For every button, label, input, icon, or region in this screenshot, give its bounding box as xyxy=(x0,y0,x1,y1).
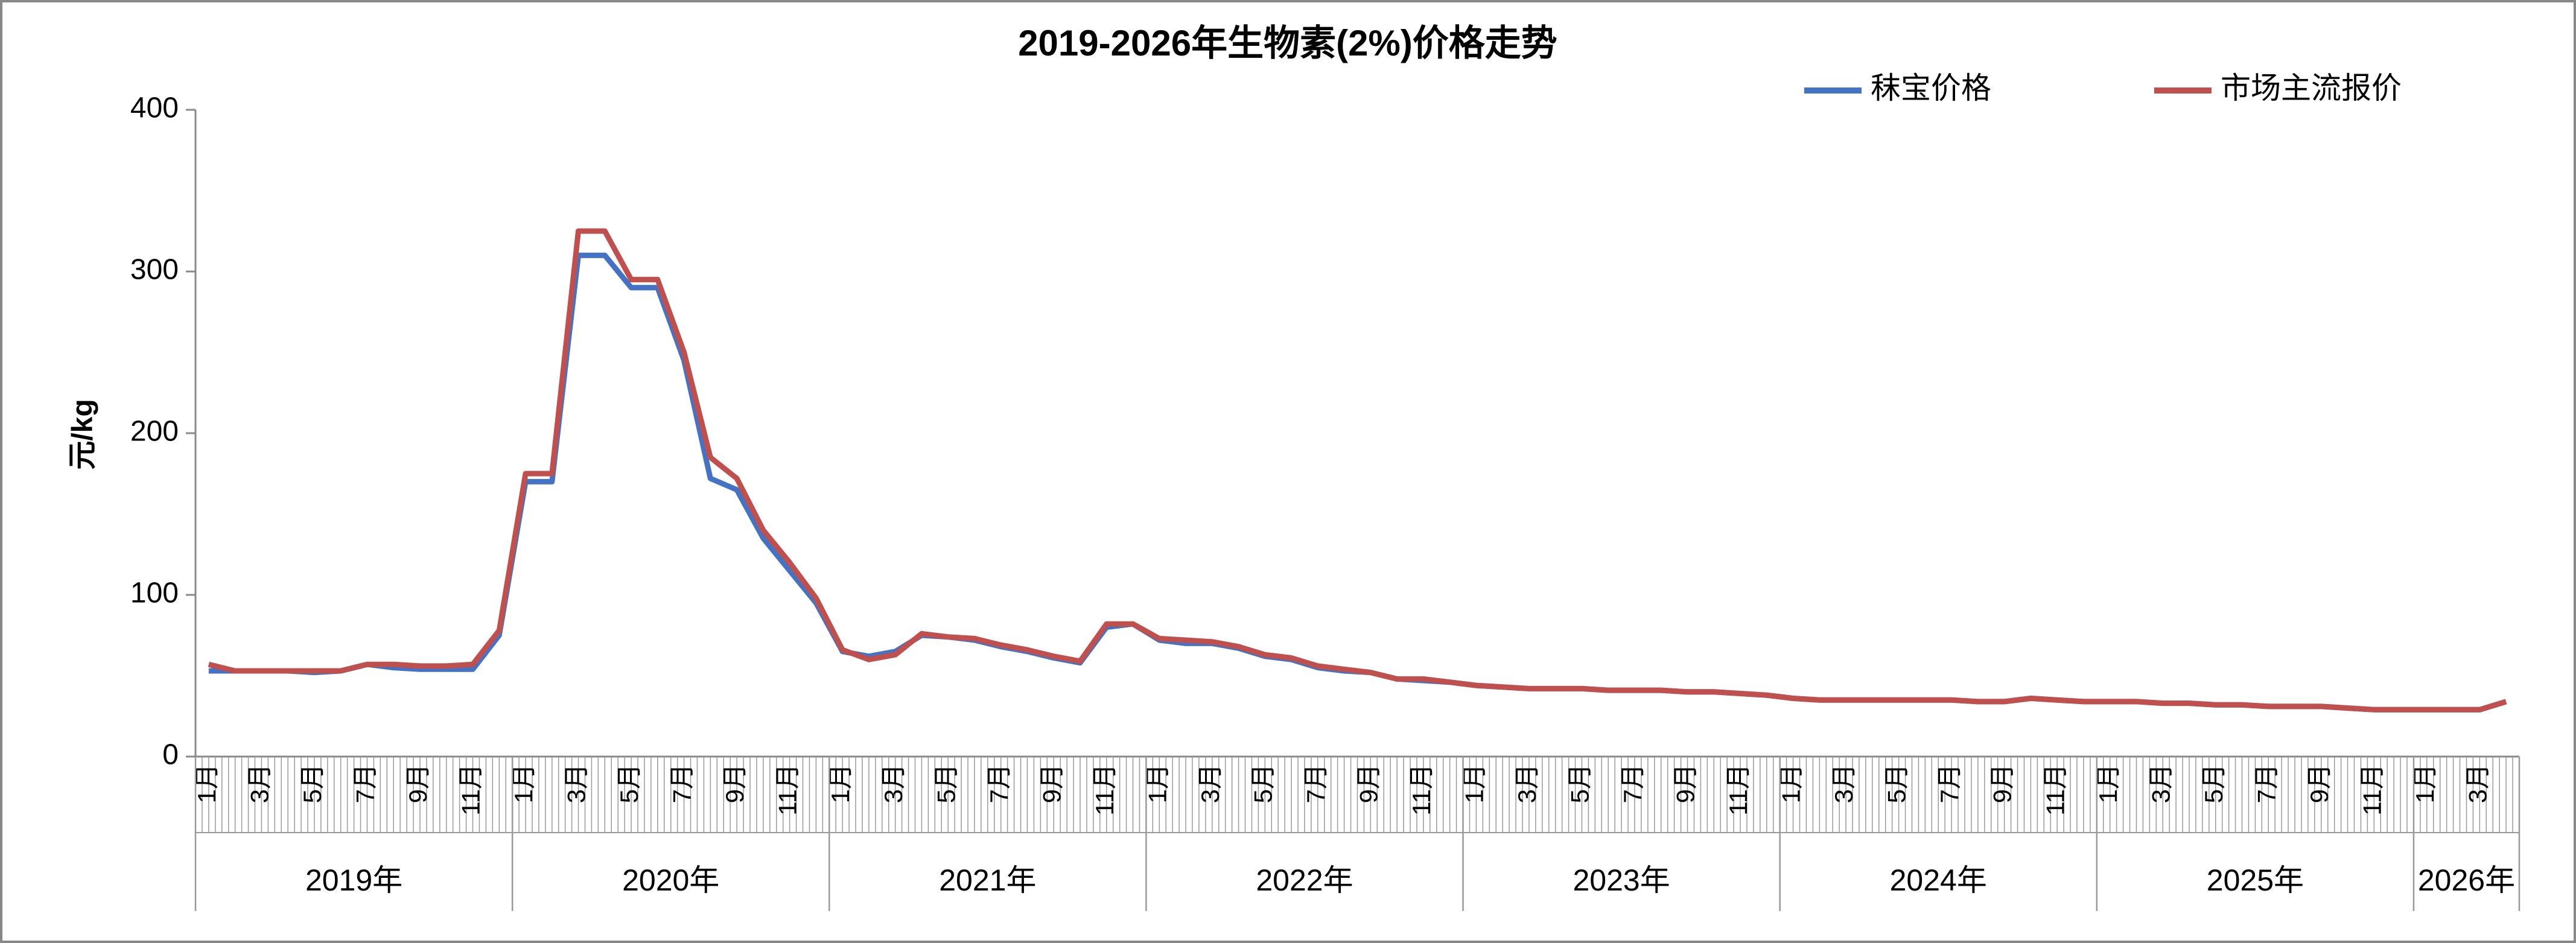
x-tick-label: 9月 xyxy=(1988,764,2017,803)
x-tick-label: 7月 xyxy=(1618,764,1647,803)
y-tick-label: 200 xyxy=(130,416,179,448)
x-tick-label: 3月 xyxy=(1196,764,1224,803)
legend-label: 市场主流报价 xyxy=(2221,71,2402,105)
x-tick-label: 3月 xyxy=(1830,764,1858,803)
year-label: 2019年 xyxy=(305,863,402,897)
x-tick-label: 9月 xyxy=(1354,764,1382,803)
x-tick-label: 7月 xyxy=(351,764,380,803)
x-tick-label: 11月 xyxy=(1090,764,1119,816)
x-tick-label: 11月 xyxy=(457,764,485,816)
x-tick-label: 11月 xyxy=(774,764,802,816)
y-axis-label: 元/kg xyxy=(67,399,99,469)
x-tick-label: 3月 xyxy=(1513,764,1541,803)
year-label: 2024年 xyxy=(1890,863,1987,897)
x-tick-label: 11月 xyxy=(2041,764,2069,816)
y-tick-label: 0 xyxy=(162,739,179,771)
x-tick-label: 1月 xyxy=(2411,764,2439,803)
x-tick-label: 5月 xyxy=(615,764,643,803)
x-tick-label: 7月 xyxy=(985,764,1013,803)
x-tick-label: 5月 xyxy=(1883,764,1911,803)
series-line xyxy=(208,228,2507,713)
x-tick-label: 1月 xyxy=(1143,764,1171,803)
x-tick-label: 9月 xyxy=(1671,764,1700,803)
x-tick-label: 11月 xyxy=(1724,764,1752,816)
x-tick-label: 1月 xyxy=(826,764,854,803)
year-label: 2021年 xyxy=(939,863,1036,897)
y-tick-label: 400 xyxy=(130,92,179,124)
x-tick-label: 5月 xyxy=(932,764,960,803)
year-label: 2020年 xyxy=(622,863,719,897)
x-tick-label: 7月 xyxy=(1302,764,1330,803)
y-tick-label: 100 xyxy=(130,577,179,609)
chart-title: 2019-2026年生物素(2%)价格走势 xyxy=(1018,23,1557,63)
year-label: 2025年 xyxy=(2207,863,2304,897)
x-tick-label: 11月 xyxy=(1407,764,1436,816)
x-tick-label: 3月 xyxy=(2463,764,2492,803)
x-tick-label: 3月 xyxy=(245,764,273,803)
legend-label: 秣宝价格 xyxy=(1871,71,1991,105)
x-tick-label: 3月 xyxy=(562,764,591,803)
x-tick-label: 9月 xyxy=(404,764,432,803)
x-tick-label: 7月 xyxy=(2252,764,2280,803)
year-label: 2026年 xyxy=(2418,863,2515,897)
x-tick-label: 7月 xyxy=(668,764,696,803)
x-tick-label: 9月 xyxy=(720,764,749,803)
x-tick-label: 5月 xyxy=(2199,764,2228,803)
x-tick-label: 7月 xyxy=(1935,764,1964,803)
year-label: 2023年 xyxy=(1573,863,1670,897)
x-tick-label: 1月 xyxy=(1777,764,1805,803)
x-tick-label: 1月 xyxy=(2094,764,2122,803)
x-tick-label: 1月 xyxy=(509,764,538,803)
year-label: 2022年 xyxy=(1256,863,1353,897)
y-tick-label: 300 xyxy=(130,254,179,286)
x-tick-label: 3月 xyxy=(2146,764,2175,803)
x-tick-label: 9月 xyxy=(1037,764,1066,803)
x-tick-label: 5月 xyxy=(1566,764,1594,803)
x-tick-label: 1月 xyxy=(1460,764,1489,803)
x-tick-label: 5月 xyxy=(1248,764,1277,803)
x-tick-label: 1月 xyxy=(192,764,221,803)
x-tick-label: 9月 xyxy=(2305,764,2333,803)
x-tick-label: 11月 xyxy=(2358,764,2386,816)
x-tick-label: 5月 xyxy=(298,764,326,803)
x-tick-label: 3月 xyxy=(879,764,908,803)
